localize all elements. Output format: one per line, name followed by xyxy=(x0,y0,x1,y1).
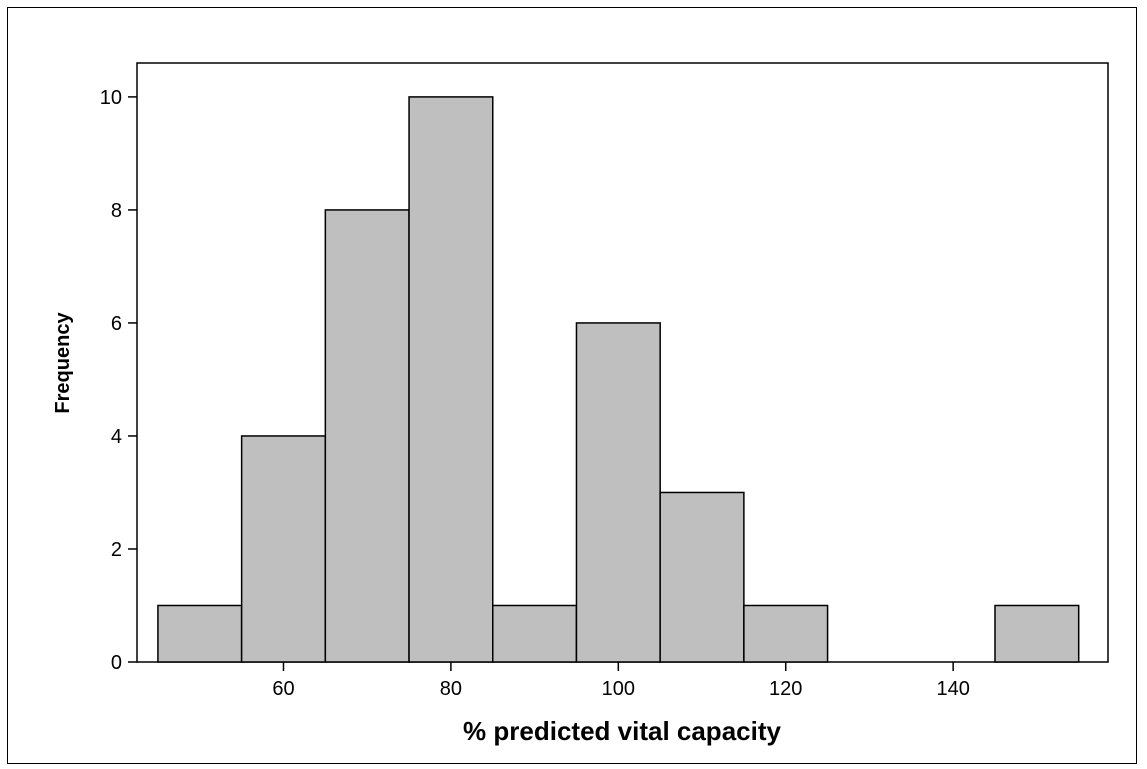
y-tick-label: 0 xyxy=(111,652,122,674)
y-tick-label: 10 xyxy=(100,87,122,109)
y-tick-label: 4 xyxy=(111,426,122,448)
histogram-bar-105-115 xyxy=(659,491,745,663)
x-axis-title: % predicted vital capacity xyxy=(463,716,781,746)
histogram-bar-45-55 xyxy=(157,604,243,663)
histogram-bar-65-75 xyxy=(324,209,410,663)
histogram-bar-115-125 xyxy=(743,604,829,663)
x-tick-label: 140 xyxy=(936,678,969,700)
histogram-bar-85-95 xyxy=(492,604,578,663)
x-tick-label: 60 xyxy=(272,678,294,700)
x-tick-label: 100 xyxy=(602,678,635,700)
y-tick-label: 2 xyxy=(111,539,122,561)
y-tick-label: 6 xyxy=(111,313,122,335)
histogram-bar-145-155 xyxy=(994,604,1080,663)
y-tick-label: 8 xyxy=(111,200,122,222)
histogram-bar-75-85 xyxy=(408,96,494,663)
x-tick-label: 120 xyxy=(769,678,802,700)
x-tick-label: 80 xyxy=(440,678,462,700)
y-axis-title: Frequency xyxy=(52,312,74,414)
histogram-bar-95-105 xyxy=(575,322,661,663)
histogram-bar-55-65 xyxy=(240,435,327,663)
